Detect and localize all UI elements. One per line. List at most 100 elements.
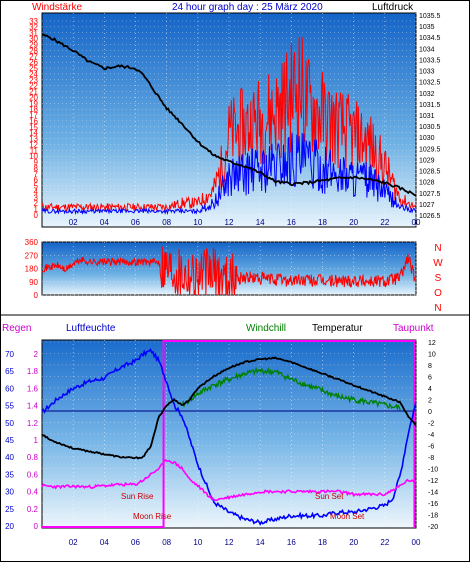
wind-y-tick-label: 7 <box>34 170 39 179</box>
pressure-line <box>41 33 417 197</box>
wind-y-tick-label: 33 <box>29 17 38 26</box>
wind-y-tick-label: 3 <box>34 193 39 202</box>
temp-y-tick-label: -10 <box>428 467 438 474</box>
humidity-y-tick-label: 35 <box>5 470 14 479</box>
pressure-axis-title: Luftdruck <box>372 2 414 13</box>
temp-y-tick-label: -14 <box>428 490 438 497</box>
climate-ticks: 202530354045505560657000.20.40.60.811.21… <box>5 340 438 547</box>
wind-y-tick-label: 1 <box>34 205 39 214</box>
wind-y-tick-label: 29 <box>29 41 38 50</box>
pressure-y-tick-label: 1031.5 <box>419 102 441 109</box>
rain-y-tick-label: 2 <box>34 350 39 359</box>
climate-x-tick-label: 22 <box>380 538 389 547</box>
wind-y-tick-label: 31 <box>29 29 38 38</box>
rain-y-tick-label: 0 <box>34 522 39 531</box>
daylight-window-marker <box>162 340 416 528</box>
compass-label: W <box>433 258 443 269</box>
wind-y-tick-label: 20 <box>29 93 38 102</box>
wind-x-tick-label: 10 <box>193 218 202 227</box>
wind-y-tick-label: 15 <box>29 123 38 132</box>
wind-y-tick-label: 10 <box>29 152 38 161</box>
rain-y-tick-label: 0.6 <box>27 470 39 479</box>
wind-y-tick-label: 4 <box>34 187 39 196</box>
humidity-y-tick-label: 20 <box>5 522 14 531</box>
rain-y-tick-label: 0.4 <box>27 488 39 497</box>
temp-y-tick-label: 2 <box>428 398 432 405</box>
wind-x-tick-label: 22 <box>380 218 389 227</box>
wind-y-tick-label: 2 <box>34 199 39 208</box>
dewpoint-line <box>41 458 417 502</box>
wind-y-tick-label: 24 <box>29 70 38 79</box>
temp-y-tick-label: 12 <box>428 340 436 347</box>
chart-title: 24 hour graph day : 25 März 2020 <box>172 2 323 13</box>
pressure-y-tick-label: 1030.5 <box>419 124 441 131</box>
temp-y-tick-label: 10 <box>428 352 436 359</box>
humidity-y-tick-label: 55 <box>5 402 14 411</box>
rain-y-tick-label: 1 <box>34 436 39 445</box>
pressure-y-tick-label: 1032.5 <box>419 80 441 87</box>
wind-x-tick-label: 16 <box>287 218 296 227</box>
sun-rise-label: Sun Rise <box>121 492 154 501</box>
wind-avg-line <box>41 132 417 216</box>
pressure-y-tick-label: 1034.5 <box>419 35 441 42</box>
wind-y-tick-label: 32 <box>29 23 38 32</box>
direction-series <box>41 246 417 297</box>
rain-y-tick-label: 1.4 <box>27 402 39 411</box>
wind-y-tick-label: 13 <box>29 135 38 144</box>
pressure-y-tick-label: 1028.5 <box>419 169 441 176</box>
compass-label: N <box>434 243 441 254</box>
wind-x-tick-label: 06 <box>131 218 140 227</box>
windchill-line <box>181 366 401 412</box>
wind-y-tick-label: 17 <box>29 111 38 120</box>
climate-x-tick-label: 06 <box>131 538 140 547</box>
wind-x-tick-label: 14 <box>256 218 265 227</box>
temp-y-tick-label: -2 <box>428 421 434 428</box>
pressure-y-tick-label: 1026.5 <box>419 213 441 220</box>
wind-y-tick-label: 25 <box>29 64 38 73</box>
temp-y-tick-label: 4 <box>428 386 432 393</box>
sun-set-label: Sun Set <box>315 492 344 501</box>
humidity-y-tick-label: 65 <box>5 367 14 376</box>
climate-x-tick-label: 08 <box>162 538 171 547</box>
wind-y-tick-label: 6 <box>34 176 39 185</box>
wind-x-tick-label: 18 <box>318 218 327 227</box>
direction-y-tick-label: 90 <box>29 278 38 287</box>
wind-y-tick-label: 0 <box>34 211 39 220</box>
rain-y-tick-label: 1.6 <box>27 384 39 393</box>
wind-x-tick-label: 20 <box>349 218 358 227</box>
temp-y-tick-label: 0 <box>428 409 432 416</box>
wind-y-tick-label: 21 <box>29 88 38 97</box>
temp-y-tick-label: 6 <box>428 375 432 382</box>
climate-series <box>41 340 417 528</box>
climate-x-tick-label: 02 <box>69 538 78 547</box>
temp-y-tick-label: -6 <box>428 444 434 451</box>
wind-y-tick-label: 22 <box>29 82 38 91</box>
climate-x-tick-label: 20 <box>349 538 358 547</box>
windchill-legend: Windchill <box>246 323 286 334</box>
temp-y-tick-label: -8 <box>428 455 434 462</box>
wind-x-tick-label: 00 <box>412 218 421 227</box>
wind-x-tick-label: 08 <box>162 218 171 227</box>
temp-y-tick-label: 8 <box>428 363 432 370</box>
wind-y-tick-label: 5 <box>34 182 39 191</box>
pressure-y-tick-label: 1030 <box>419 135 435 142</box>
temp-y-tick-label: -20 <box>428 524 438 531</box>
humidity-line <box>41 348 417 526</box>
rain-y-tick-label: 1.2 <box>27 419 39 428</box>
climate-x-tick-label: 18 <box>318 538 327 547</box>
humidity-y-tick-label: 60 <box>5 384 14 393</box>
pressure-y-tick-label: 1033.5 <box>419 57 441 64</box>
wind-y-tick-label: 23 <box>29 76 38 85</box>
wind-x-tick-label: 12 <box>225 218 234 227</box>
temperature-line <box>41 356 417 460</box>
climate-x-tick-label: 12 <box>225 538 234 547</box>
climate-x-tick-label: 10 <box>193 538 202 547</box>
direction-line <box>41 246 417 297</box>
climate-x-tick-label: 14 <box>256 538 265 547</box>
wind-y-tick-label: 12 <box>29 140 38 149</box>
pressure-y-tick-label: 1032 <box>419 91 435 98</box>
climate-x-tick-label: 04 <box>100 538 109 547</box>
humidity-y-tick-label: 30 <box>5 488 14 497</box>
